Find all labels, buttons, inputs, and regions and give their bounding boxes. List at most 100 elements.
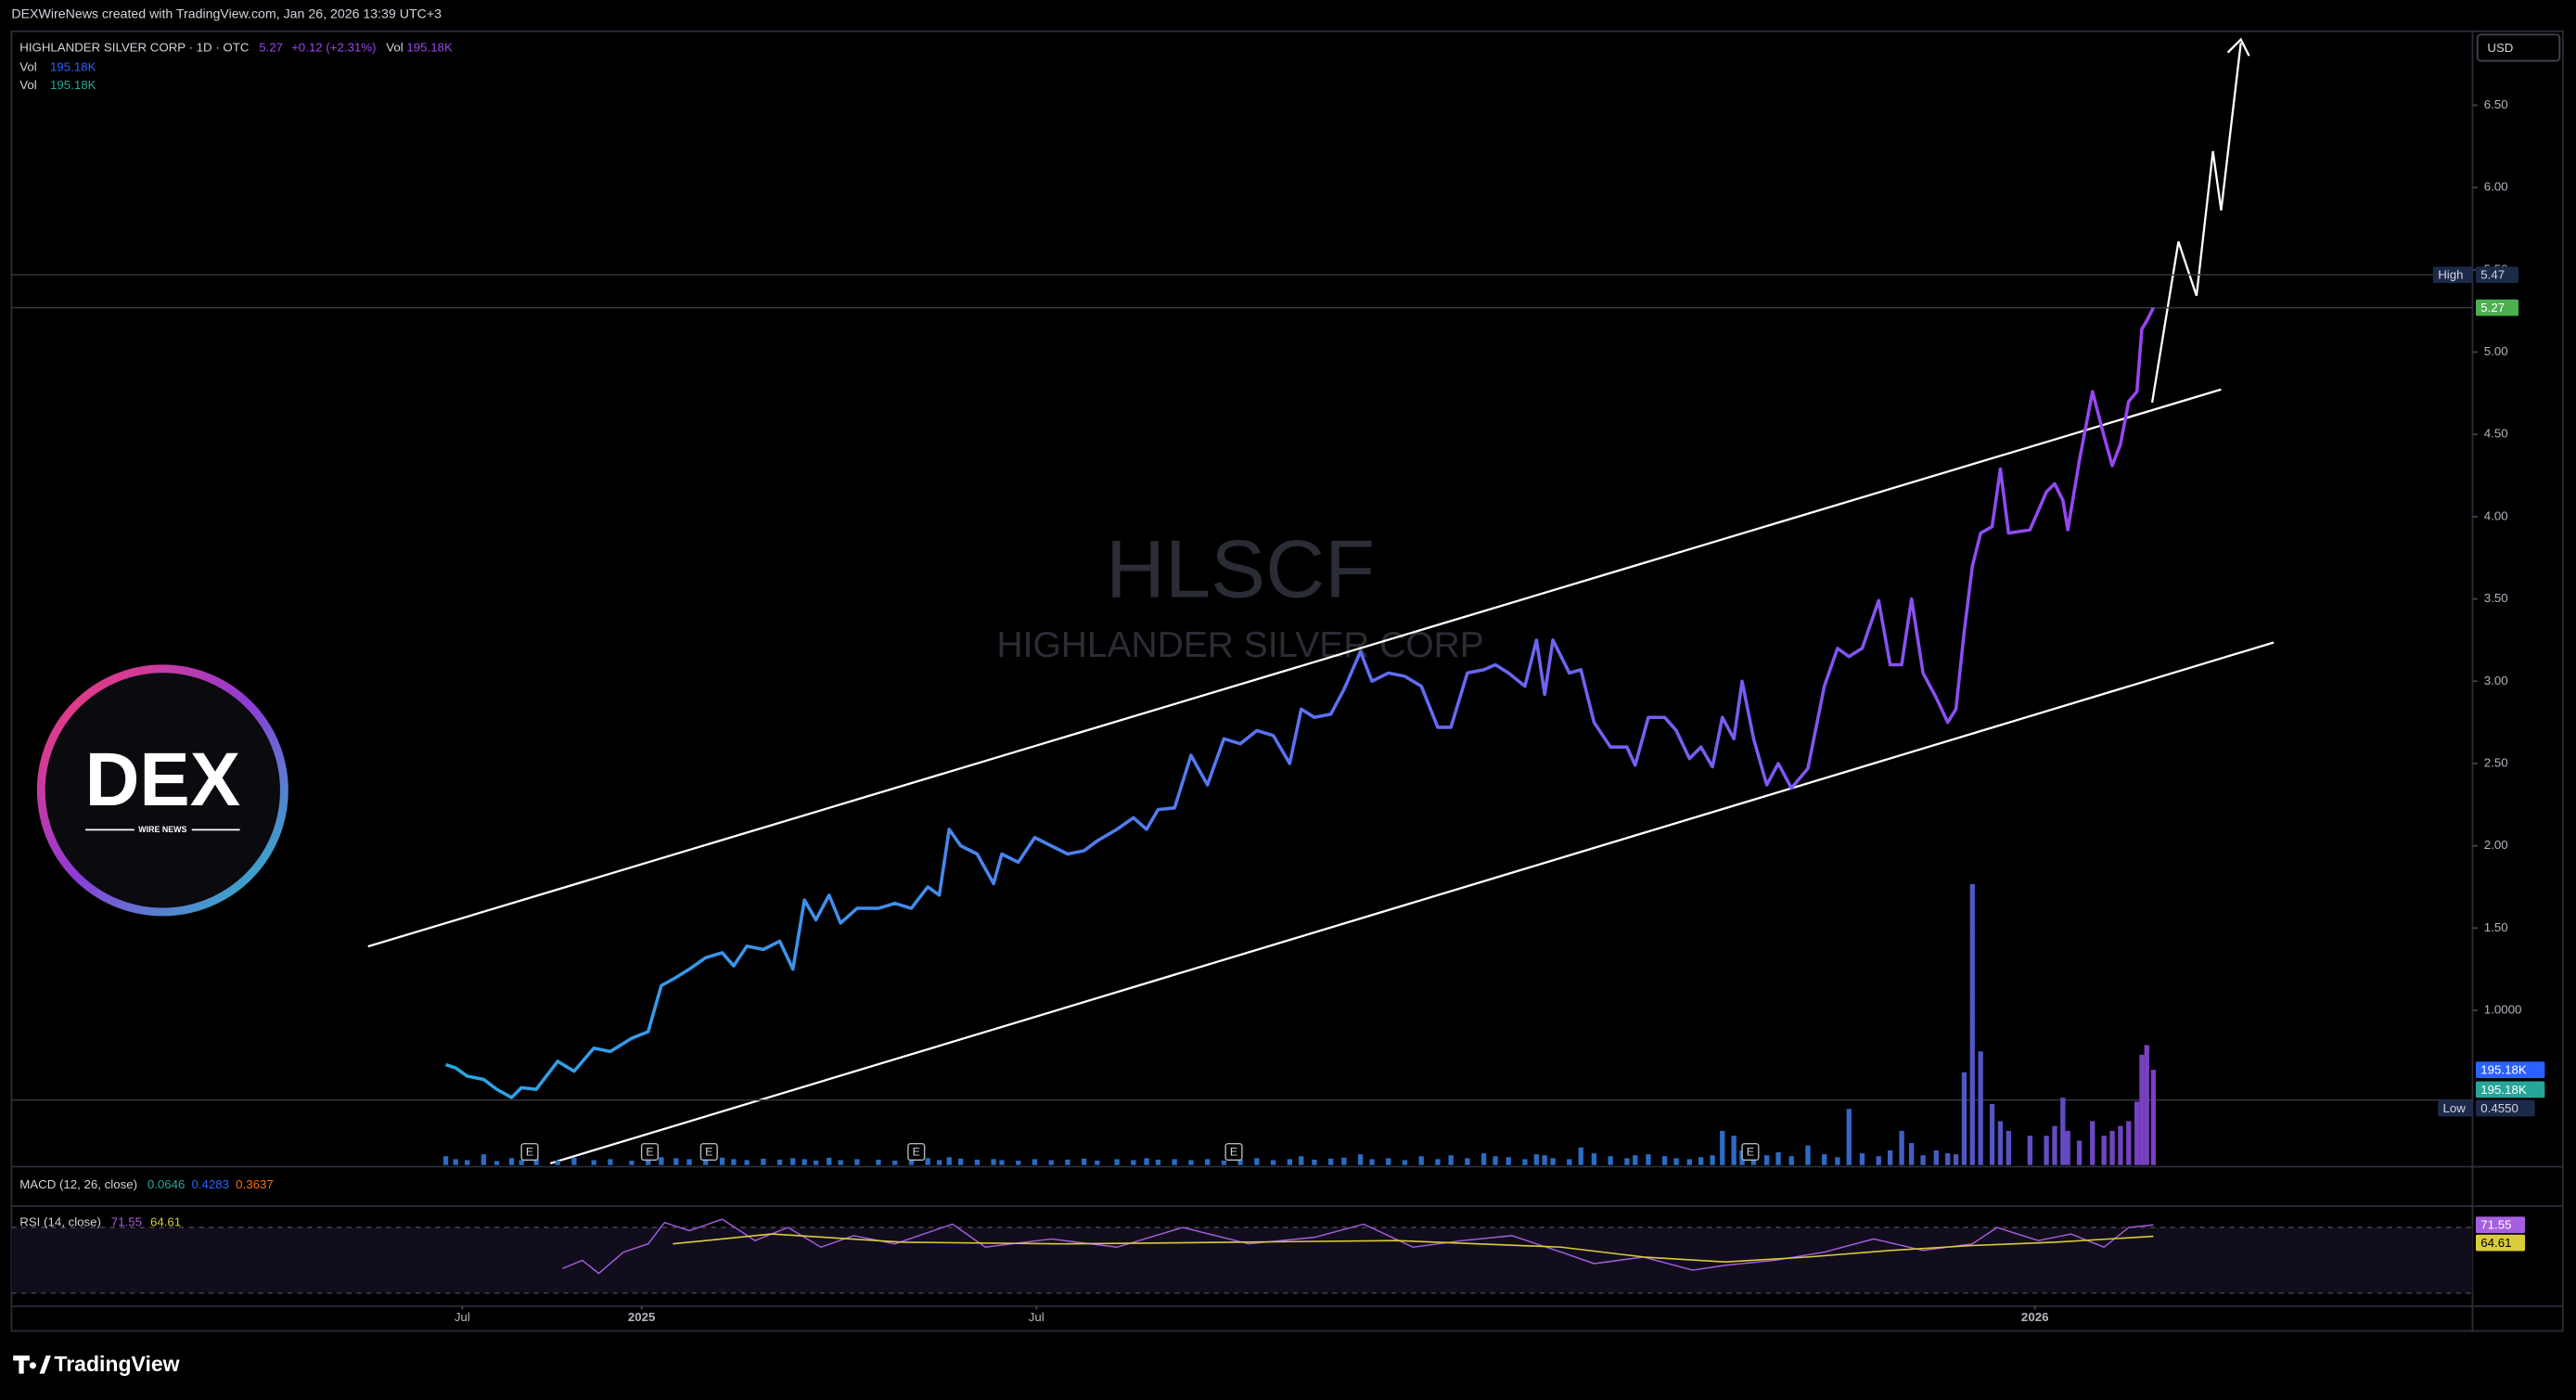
volume-bar — [1662, 1156, 1668, 1165]
volume-bar — [571, 1157, 577, 1165]
volume-bar — [2090, 1121, 2095, 1165]
volume-bar — [464, 1160, 470, 1165]
volume-bar — [555, 1160, 560, 1165]
volume-bar — [1270, 1160, 1276, 1165]
legend-vol-value: 195.18K — [406, 40, 453, 54]
volume-bar — [1448, 1155, 1454, 1165]
volume-bar — [1822, 1154, 1827, 1165]
volume-bar — [925, 1158, 930, 1165]
volume-bar — [1312, 1159, 1317, 1165]
volume-bar — [1953, 1154, 1959, 1165]
volume-bar — [1978, 1051, 1983, 1165]
legend-change: +0.12 (+2.31%) — [291, 40, 376, 54]
footer-brand: TradingView — [54, 1352, 179, 1376]
volume-bar — [508, 1158, 515, 1165]
volume-bar — [1578, 1147, 1583, 1165]
volume-bar — [1114, 1159, 1120, 1165]
volume-bar — [1633, 1155, 1638, 1165]
volume-bar — [2027, 1136, 2033, 1165]
volume-bar — [519, 1160, 524, 1165]
volume-bar — [1237, 1159, 1243, 1165]
volume-bar — [1775, 1152, 1781, 1165]
volume-bar — [854, 1159, 860, 1165]
legend-vol: Vol 195.18K — [19, 59, 96, 73]
volume-bar — [974, 1159, 980, 1165]
volume-bar — [1016, 1160, 1021, 1165]
projection-arrowhead — [2226, 37, 2250, 57]
volume-bar — [1961, 1072, 1967, 1165]
volume-bar — [1506, 1157, 1511, 1165]
volume-bar — [719, 1157, 725, 1165]
price-line — [445, 306, 2155, 1099]
volume-bar — [1624, 1158, 1630, 1165]
volume-bar — [686, 1159, 692, 1165]
volume-bar — [1698, 1157, 1704, 1165]
y-tick-label: 4.00 — [2484, 508, 2508, 522]
volume-bar — [1646, 1154, 1651, 1165]
volume-bar — [1788, 1156, 1794, 1165]
volume-bar — [1686, 1159, 1692, 1165]
volume-bar — [442, 1156, 449, 1165]
event-label: E — [913, 1146, 920, 1159]
volume-bar — [2118, 1125, 2123, 1165]
volume-bar — [1480, 1153, 1487, 1165]
volume-bar — [908, 1159, 915, 1165]
y-tick-label: 1.0000 — [2484, 1003, 2522, 1017]
last-price-bg — [2475, 299, 2519, 316]
logo-ring — [36, 664, 288, 917]
y-tick-label: 2.50 — [2484, 755, 2508, 769]
volume-bar — [591, 1160, 596, 1165]
volume-bar — [1435, 1159, 1441, 1165]
volume-bar — [1591, 1153, 1597, 1165]
volume-bar — [761, 1158, 766, 1165]
y-tick-label: 1.50 — [2484, 920, 2508, 934]
volume-bar — [493, 1161, 500, 1165]
legend-vol-label: Vol — [19, 78, 36, 92]
volume-bar — [659, 1157, 664, 1165]
volume-bar — [2139, 1054, 2145, 1165]
legend-vol: Vol 195.18K — [19, 78, 96, 92]
volume-bar — [1032, 1159, 1038, 1165]
volume-bar — [1969, 883, 1975, 1165]
volume-bar — [1710, 1155, 1715, 1165]
low-label-bg — [2438, 1099, 2473, 1117]
volume-bar — [673, 1158, 679, 1165]
volume-bar — [1550, 1158, 1556, 1165]
volume-bar — [1887, 1150, 1893, 1165]
volume-bar — [1493, 1156, 1498, 1165]
rsi-band-fill — [11, 1227, 2473, 1293]
volume-bar — [1673, 1158, 1679, 1165]
y-tick-label: 3.00 — [2484, 674, 2508, 687]
volume-bar — [1341, 1157, 1347, 1165]
volume-bar — [1909, 1143, 1915, 1165]
legend-vol-value: 195.18K — [50, 59, 96, 73]
legend-price: 5.27 — [259, 40, 283, 54]
volume-bar — [776, 1159, 783, 1165]
volume-bar — [936, 1160, 942, 1165]
volume-tag-bg — [2475, 1081, 2545, 1098]
volume-bar — [790, 1158, 796, 1165]
legend-vol-label: Vol — [19, 59, 36, 73]
x-tick-label: 2025 — [628, 1310, 656, 1324]
logo-sub: WIRE NEWS — [138, 825, 186, 834]
volume-bar — [1567, 1159, 1572, 1165]
logo-text: DEX — [85, 738, 240, 822]
rsi-legend: RSI (14, close) 71.55 64.61 — [19, 1214, 181, 1228]
channel-lower — [549, 641, 2275, 1165]
volume-bar — [876, 1159, 881, 1165]
volume-bar — [2150, 1070, 2157, 1165]
volume-bar — [1369, 1159, 1375, 1165]
event-marker — [520, 1142, 539, 1162]
volume-bar — [1328, 1158, 1334, 1165]
volume-bar — [2065, 1130, 2070, 1165]
volume-bar — [2134, 1101, 2140, 1165]
volume-bar — [958, 1158, 964, 1165]
volume-bar — [1254, 1158, 1260, 1165]
volume-bar — [1144, 1158, 1149, 1165]
currency[interactable]: USD — [2487, 41, 2513, 55]
rsi-value: 71.55 — [111, 1214, 142, 1228]
currency-button[interactable] — [2476, 33, 2561, 62]
low-value: 0.4550 — [2480, 1101, 2518, 1115]
credit: DEXWireNews created with TradingView.com… — [11, 7, 442, 22]
